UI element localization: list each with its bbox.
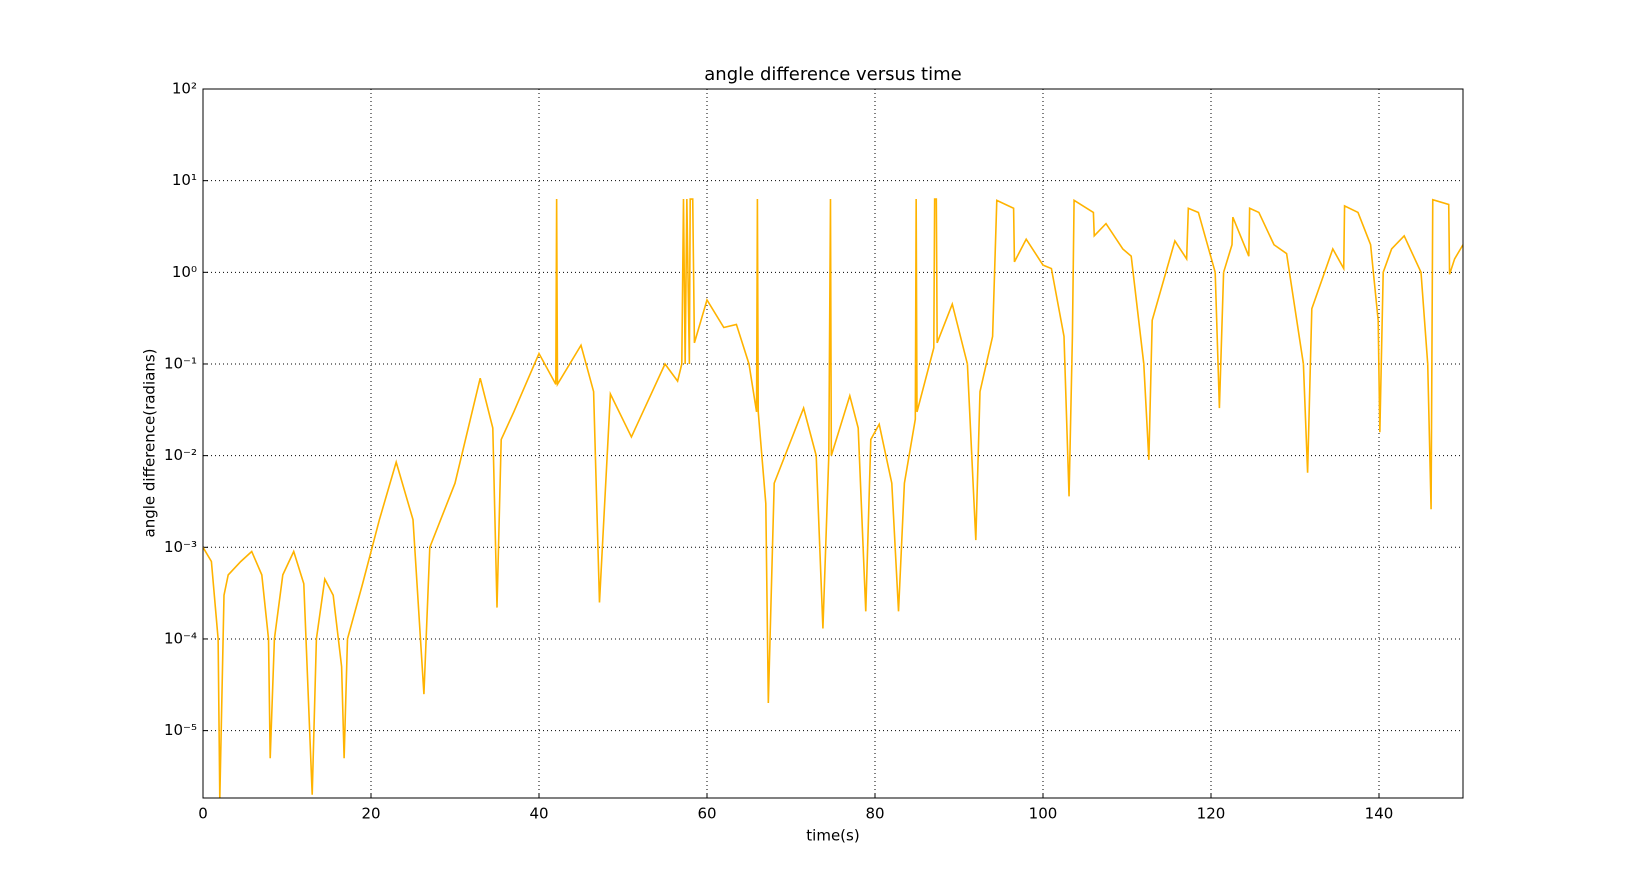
x-tick-label: 20 xyxy=(361,805,380,823)
y-axis-label: angle difference(radians) xyxy=(141,349,159,538)
y-tick-label: 10¹ xyxy=(172,171,197,189)
x-tick-label: 0 xyxy=(198,805,208,823)
data-line xyxy=(203,198,1463,798)
x-tick-label: 40 xyxy=(529,805,548,823)
y-tick-label: 10⁻¹ xyxy=(164,354,197,372)
x-tick-label: 100 xyxy=(1029,805,1058,823)
y-tick-label: 10⁻³ xyxy=(164,538,197,556)
x-tick-label: 140 xyxy=(1365,805,1394,823)
x-tick-label: 60 xyxy=(697,805,716,823)
y-tick-label: 10² xyxy=(172,80,197,98)
x-tick-label: 120 xyxy=(1197,805,1226,823)
y-tick-label: 10⁻⁵ xyxy=(164,721,197,739)
y-tick-label: 10⁻⁴ xyxy=(164,629,197,647)
chart-title: angle difference versus time xyxy=(704,64,961,85)
x-tick-label: 80 xyxy=(865,805,884,823)
x-axis-label: time(s) xyxy=(806,827,859,845)
plot-frame xyxy=(202,88,1464,799)
y-tick-label: 10⁰ xyxy=(172,263,197,281)
y-tick-label: 10⁻² xyxy=(164,446,197,464)
